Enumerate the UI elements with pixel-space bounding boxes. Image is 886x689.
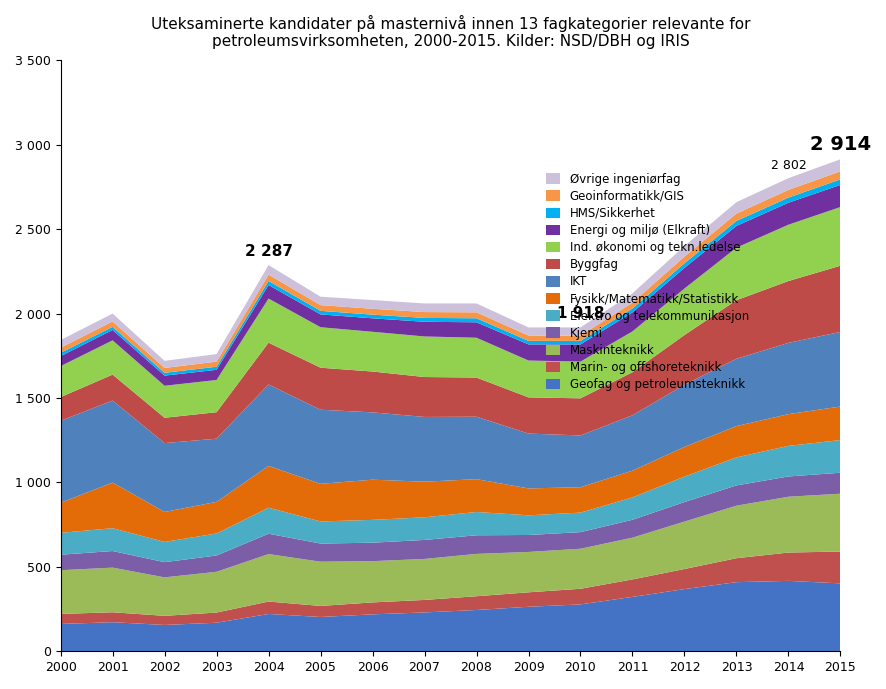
Text: 2 914: 2 914: [810, 135, 871, 154]
Text: 1 918: 1 918: [556, 306, 604, 321]
Legend: Øvrige ingeniørfag, Geoinformatikk/GIS, HMS/Sikkerhet, Energi og miljø (Elkraft): Øvrige ingeniørfag, Geoinformatikk/GIS, …: [546, 172, 749, 391]
Text: 2 287: 2 287: [245, 244, 292, 259]
Text: 2 802: 2 802: [771, 159, 806, 172]
Title: Uteksaminerte kandidater på masternivå innen 13 fagkategorier relevante for
petr: Uteksaminerte kandidater på masternivå i…: [151, 15, 750, 50]
